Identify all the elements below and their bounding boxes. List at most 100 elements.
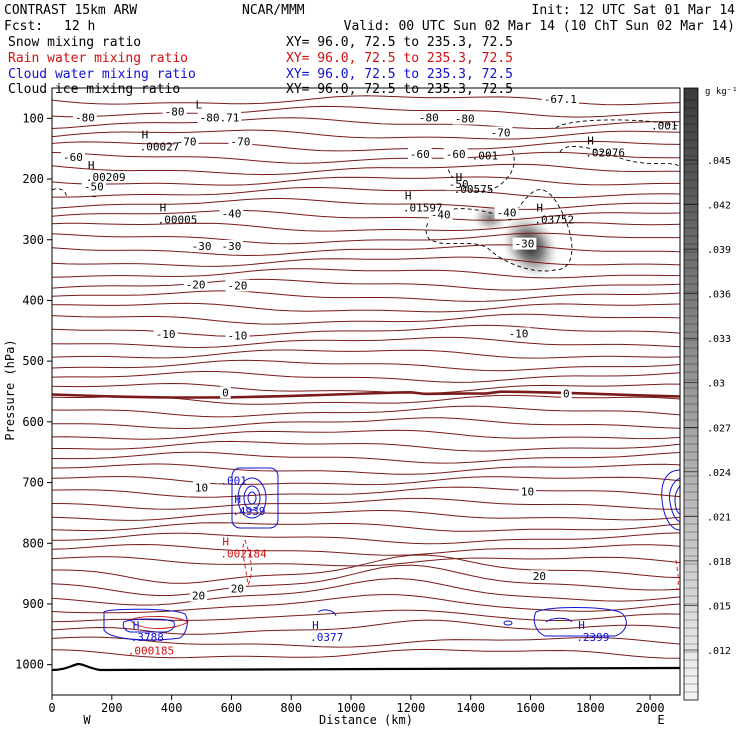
isotherm-line xyxy=(52,151,680,164)
colorbar-tick-label: .012 xyxy=(707,646,731,657)
temperature-labels: -80 -80 -80.71 -80 -80 -67.1 -70 -70 -70 -60 -60 -6… xyxy=(61,93,579,603)
x-tick-label: 400 xyxy=(161,701,183,715)
extremum-value: .02076 xyxy=(585,147,625,160)
temperature-contour-label: -10 xyxy=(227,329,247,342)
extremum-mark: H xyxy=(234,493,241,506)
temperature-contour-label: -67.1 xyxy=(544,93,577,106)
extremum-value: .00209 xyxy=(86,171,126,184)
x-tick-label: 1200 xyxy=(396,701,425,715)
isotherm-line xyxy=(52,405,680,418)
isotherm-line xyxy=(52,509,680,521)
extremum-mark: H xyxy=(88,159,95,172)
isotherm-line xyxy=(52,324,680,337)
x-axis: 0 200 400 600 800 1000 1200 1400 1600 1800 2000 xyxy=(48,695,665,715)
isotherm-line xyxy=(52,244,680,257)
extremum-mark: L xyxy=(196,98,203,111)
isotherm-line xyxy=(52,222,680,232)
temperature-contour-label: 0 xyxy=(222,386,229,399)
y-tick-label: 600 xyxy=(22,415,44,429)
isotherm-line xyxy=(52,336,680,349)
contour-label-bg xyxy=(61,150,85,163)
x-tick-label: 2000 xyxy=(636,701,665,715)
isotherm-line xyxy=(52,268,680,279)
temperature-contour-label: -40 xyxy=(497,207,517,220)
colorbar-tick-label: .036 xyxy=(707,290,731,301)
contour-label-bg xyxy=(220,386,231,399)
y-tick-label: 800 xyxy=(22,536,44,550)
temperature-contour-label: 20 xyxy=(231,582,244,595)
x-tick-label: 1600 xyxy=(516,701,545,715)
x-tick-label: 600 xyxy=(221,701,243,715)
colorbar-unit: g kg⁻¹ xyxy=(705,87,738,97)
contour-label-bg xyxy=(153,328,178,341)
x-end-label-west: W xyxy=(83,713,91,727)
isotherm-line xyxy=(52,302,680,313)
isotherm-line xyxy=(52,382,680,394)
extremum-mark: H xyxy=(142,129,149,142)
isotherm-line xyxy=(52,486,680,498)
temperature-contour-label: -80 xyxy=(75,111,95,124)
temperature-contour-label: 0 xyxy=(563,388,570,401)
contour-label-bg xyxy=(72,111,97,124)
extremum-mark: H xyxy=(133,619,140,632)
contour-label-bg xyxy=(225,329,250,342)
isotherm-line xyxy=(52,256,680,267)
colorbar: g kg⁻¹ .045 .042 .039 .036 .033 .03 .027 .024 .0… xyxy=(683,87,738,701)
y-tick-label: 500 xyxy=(22,354,44,368)
zero-isotherm-line xyxy=(52,390,680,399)
extremum-value: .001 xyxy=(472,150,499,163)
y-tick-label: 700 xyxy=(22,476,44,490)
contour-label-bg xyxy=(541,93,579,106)
colorbar-tick-label: .027 xyxy=(707,423,731,434)
isotherm-line xyxy=(52,417,680,430)
extremum-mark: H xyxy=(312,619,319,632)
contour-label-bg xyxy=(416,111,441,124)
colorbar-tick-label: .018 xyxy=(707,557,731,568)
isotherm-line xyxy=(52,522,680,532)
fcst-label: Fcst: xyxy=(4,19,43,34)
field-name-cloud-water: Cloud water mixing ratio xyxy=(8,67,196,82)
extremum-value: .03752 xyxy=(534,213,574,226)
extremum-value: .00027 xyxy=(140,141,180,154)
isotherm-line xyxy=(52,349,680,359)
x-tick-label: 800 xyxy=(280,701,302,715)
y-axis-label: Pressure (hPa) xyxy=(3,339,17,440)
temperature-contour-label: -30 xyxy=(192,240,212,253)
extremum-mark: H xyxy=(456,171,463,184)
isotherm-line xyxy=(52,648,680,659)
isotherm-line xyxy=(52,429,680,440)
temperature-contour-label: -30 xyxy=(221,240,241,253)
isotherm-line xyxy=(52,532,680,545)
contour-label-bg xyxy=(518,485,537,498)
isotherm-line xyxy=(52,176,680,186)
contour-label-bg xyxy=(219,207,244,220)
extremum-value: .001 xyxy=(220,474,247,487)
isotherm-line xyxy=(52,476,680,486)
colorbar-tick-label: .033 xyxy=(707,334,731,345)
contour-label-bg xyxy=(530,570,549,583)
contour-label-bg xyxy=(512,237,537,250)
isotherm-line xyxy=(52,594,680,614)
plot-frame xyxy=(51,87,681,696)
temperature-contour-label: -60 xyxy=(446,148,466,161)
temperature-contour-label: -50 xyxy=(449,178,469,191)
isotherm-line xyxy=(52,278,680,291)
extremum-mark: H xyxy=(536,201,543,214)
contour-label-bg xyxy=(494,206,519,219)
temperature-contour-label: -80 xyxy=(419,111,439,124)
temperature-contours xyxy=(52,95,680,659)
colorbar-tick-label: .021 xyxy=(707,512,731,523)
contour-label-bg xyxy=(443,147,468,160)
colorbar-tick-label: .03 xyxy=(707,379,725,390)
x-tick-label: 0 xyxy=(48,701,55,715)
x-tick-label: 200 xyxy=(101,701,123,715)
field-xy-cloud-water: XY= 96.0, 72.5 to 235.3, 72.5 xyxy=(286,67,513,82)
isotherm-line xyxy=(52,197,680,210)
isotherm-line xyxy=(52,359,680,372)
contour-label-bg xyxy=(452,112,477,125)
temperature-contour-label: 10 xyxy=(195,482,208,495)
field-xy-rain: XY= 96.0, 72.5 to 235.3, 72.5 xyxy=(286,51,513,66)
temperature-contour-label: -30 xyxy=(515,238,535,251)
x-end-label-east: E xyxy=(657,713,664,727)
